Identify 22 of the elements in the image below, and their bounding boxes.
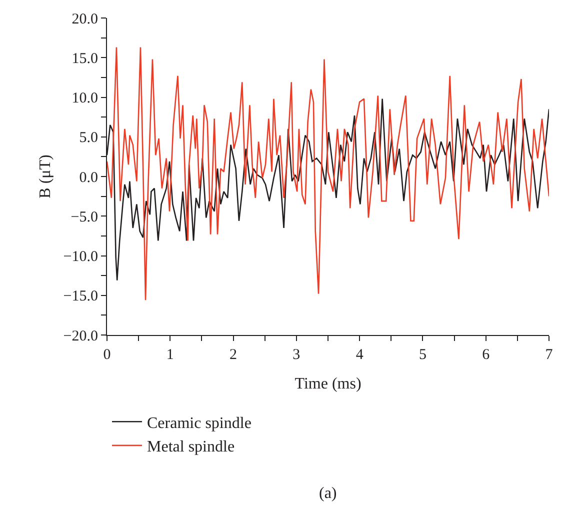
legend-label: Ceramic spindle — [147, 414, 252, 432]
legend-label: Metal spindle — [147, 438, 235, 456]
y-tick-label: 0.0 — [79, 170, 98, 186]
x-tick-label: 6 — [482, 347, 490, 363]
x-axis-title: Time (ms) — [294, 376, 362, 393]
y-tick-label: 5.0 — [79, 130, 98, 146]
x-tick-label: 1 — [166, 347, 174, 363]
x-tick-label: 2 — [230, 347, 238, 363]
x-tick-label: 4 — [356, 347, 364, 363]
x-tick-label: 5 — [418, 347, 426, 363]
y-tick-label: 15.0 — [72, 50, 98, 67]
x-tick-label: 7 — [545, 347, 554, 363]
y-tick-label: −15.0 — [63, 288, 98, 305]
y-tick-label: 10.0 — [72, 90, 98, 106]
y-tick-label: −20.0 — [63, 328, 98, 344]
y-tick-label: 20.0 — [72, 11, 98, 28]
x-tick-label: 0 — [103, 347, 111, 363]
y-tick-label: −10.0 — [63, 249, 98, 265]
y-axis-title: B (μT) — [37, 154, 54, 198]
x-tick-label: 3 — [292, 347, 300, 363]
y-tick-label: −5.0 — [70, 209, 98, 226]
text: (a) — [319, 485, 337, 502]
